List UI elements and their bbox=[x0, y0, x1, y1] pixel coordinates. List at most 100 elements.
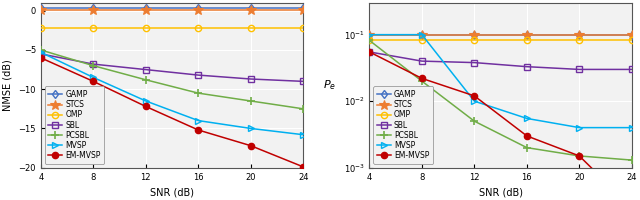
Line: SBL: SBL bbox=[38, 51, 306, 84]
MVSP bbox=[575, 126, 583, 129]
EM-MVSP bbox=[195, 129, 202, 131]
PCSBL bbox=[418, 80, 426, 82]
Line: OMP: OMP bbox=[366, 37, 635, 44]
Line: SBL: SBL bbox=[367, 49, 635, 72]
SBL bbox=[575, 68, 583, 71]
Line: PCSBL: PCSBL bbox=[365, 36, 636, 164]
STCS bbox=[142, 9, 150, 11]
MVSP bbox=[628, 126, 636, 129]
X-axis label: SNR (dB): SNR (dB) bbox=[150, 187, 194, 197]
SBL bbox=[142, 68, 150, 71]
STCS bbox=[470, 33, 478, 36]
PCSBL bbox=[470, 120, 478, 122]
SBL bbox=[470, 61, 478, 64]
EM-MVSP bbox=[90, 80, 97, 83]
PCSBL bbox=[195, 92, 202, 94]
Y-axis label: NMSE (dB): NMSE (dB) bbox=[3, 59, 13, 111]
OMP bbox=[195, 27, 202, 29]
MVSP bbox=[418, 33, 426, 36]
SBL bbox=[247, 78, 255, 80]
PCSBL bbox=[247, 100, 255, 102]
PCSBL bbox=[37, 49, 45, 51]
PCSBL bbox=[142, 79, 150, 81]
Line: EM-MVSP: EM-MVSP bbox=[38, 55, 307, 170]
EM-MVSP bbox=[142, 105, 150, 108]
STCS bbox=[90, 9, 97, 11]
Line: OMP: OMP bbox=[38, 25, 307, 31]
EM-MVSP bbox=[523, 135, 531, 137]
MVSP bbox=[247, 127, 255, 130]
Line: MVSP: MVSP bbox=[38, 49, 307, 138]
EM-MVSP bbox=[470, 95, 478, 97]
GAMP bbox=[90, 7, 97, 10]
Legend: GAMP, STCS, OMP, SBL, PCSBL, MVSP, EM-MVSP: GAMP, STCS, OMP, SBL, PCSBL, MVSP, EM-MV… bbox=[373, 86, 433, 164]
OMP bbox=[575, 39, 583, 42]
OMP bbox=[628, 39, 636, 42]
GAMP bbox=[365, 33, 373, 36]
MVSP bbox=[365, 33, 373, 36]
X-axis label: SNR (dB): SNR (dB) bbox=[479, 187, 523, 197]
Line: EM-MVSP: EM-MVSP bbox=[366, 49, 635, 200]
SBL bbox=[300, 80, 307, 83]
PCSBL bbox=[628, 159, 636, 161]
STCS bbox=[628, 33, 636, 36]
SBL bbox=[90, 63, 97, 65]
OMP bbox=[418, 39, 426, 42]
GAMP bbox=[470, 33, 478, 36]
MVSP bbox=[90, 76, 97, 79]
OMP bbox=[37, 27, 45, 29]
STCS bbox=[523, 33, 531, 36]
GAMP bbox=[628, 33, 636, 36]
OMP bbox=[90, 27, 97, 29]
SBL bbox=[365, 51, 373, 53]
OMP bbox=[523, 39, 531, 42]
EM-MVSP bbox=[37, 57, 45, 59]
OMP bbox=[300, 27, 307, 29]
Line: GAMP: GAMP bbox=[38, 5, 307, 12]
STCS bbox=[37, 9, 45, 11]
STCS bbox=[365, 33, 373, 36]
SBL bbox=[523, 65, 531, 68]
Line: PCSBL: PCSBL bbox=[36, 46, 307, 113]
STCS bbox=[247, 9, 255, 11]
PCSBL bbox=[300, 108, 307, 110]
Line: GAMP: GAMP bbox=[366, 32, 635, 38]
PCSBL bbox=[365, 39, 373, 42]
PCSBL bbox=[575, 155, 583, 157]
SBL bbox=[37, 53, 45, 55]
Line: STCS: STCS bbox=[365, 30, 637, 40]
GAMP bbox=[37, 7, 45, 10]
STCS bbox=[418, 33, 426, 36]
GAMP bbox=[523, 33, 531, 36]
STCS bbox=[300, 9, 307, 11]
EM-MVSP bbox=[418, 77, 426, 80]
GAMP bbox=[418, 33, 426, 36]
Y-axis label: $P_e$: $P_e$ bbox=[323, 78, 336, 92]
OMP bbox=[142, 27, 150, 29]
Line: MVSP: MVSP bbox=[366, 32, 635, 131]
GAMP bbox=[195, 7, 202, 10]
STCS bbox=[575, 33, 583, 36]
GAMP bbox=[247, 7, 255, 10]
OMP bbox=[365, 39, 373, 42]
Line: STCS: STCS bbox=[36, 5, 308, 15]
MVSP bbox=[195, 119, 202, 122]
PCSBL bbox=[523, 146, 531, 149]
MVSP bbox=[523, 117, 531, 120]
OMP bbox=[470, 39, 478, 42]
MVSP bbox=[300, 134, 307, 136]
MVSP bbox=[37, 51, 45, 54]
STCS bbox=[195, 9, 202, 11]
EM-MVSP bbox=[300, 166, 307, 168]
SBL bbox=[418, 60, 426, 62]
EM-MVSP bbox=[247, 144, 255, 147]
SBL bbox=[628, 68, 636, 71]
GAMP bbox=[575, 33, 583, 36]
MVSP bbox=[470, 100, 478, 102]
SBL bbox=[195, 74, 202, 76]
PCSBL bbox=[90, 64, 97, 67]
OMP bbox=[247, 27, 255, 29]
Legend: GAMP, STCS, OMP, SBL, PCSBL, MVSP, EM-MVSP: GAMP, STCS, OMP, SBL, PCSBL, MVSP, EM-MV… bbox=[45, 86, 104, 164]
EM-MVSP bbox=[365, 51, 373, 53]
EM-MVSP bbox=[575, 155, 583, 157]
